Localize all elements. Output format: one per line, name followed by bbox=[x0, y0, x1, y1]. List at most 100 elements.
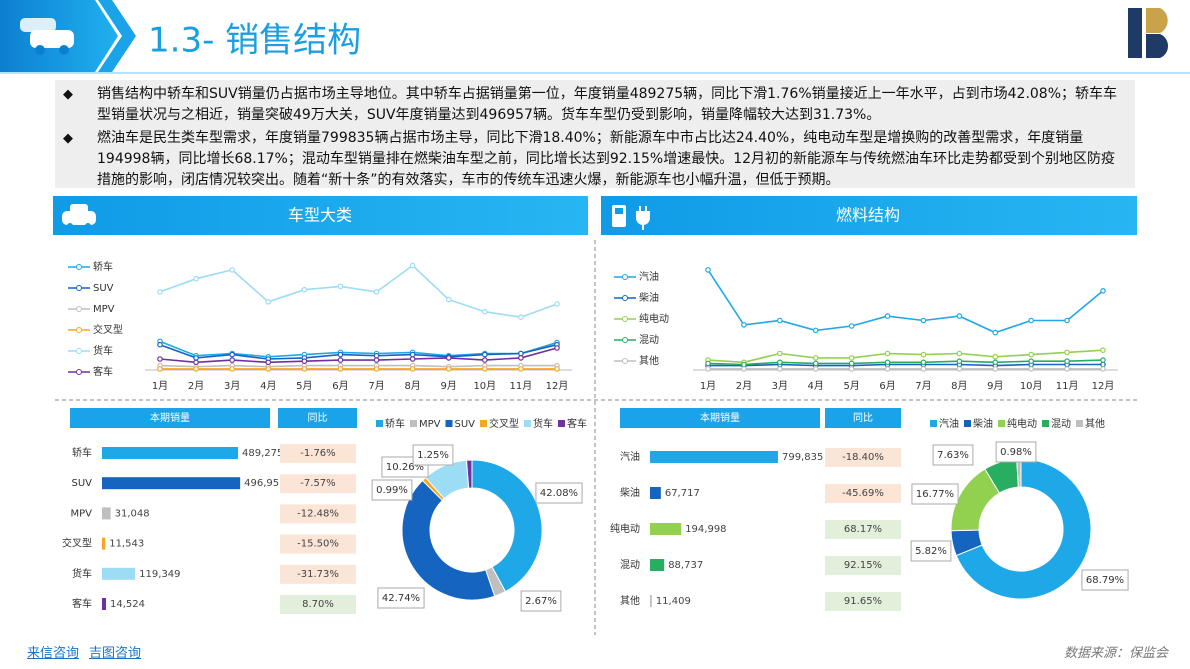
point bbox=[229, 267, 235, 273]
legend-marker bbox=[76, 264, 82, 270]
slice-label: 68.79% bbox=[1086, 575, 1124, 586]
x-tick-label: 3月 bbox=[224, 380, 240, 392]
value-label: 119,349 bbox=[139, 569, 180, 580]
legend-marker bbox=[76, 306, 82, 312]
point bbox=[1064, 366, 1070, 372]
legend-label: 货车 bbox=[93, 344, 113, 357]
point bbox=[1100, 287, 1106, 294]
point bbox=[992, 329, 999, 336]
point bbox=[777, 366, 783, 372]
footer-link[interactable]: 来信咨询 bbox=[27, 646, 80, 661]
series-line bbox=[708, 363, 1103, 367]
point bbox=[337, 283, 344, 290]
point bbox=[956, 358, 963, 365]
legend-swatch bbox=[558, 420, 566, 427]
point bbox=[157, 366, 163, 372]
legend-label: 货车 bbox=[533, 417, 553, 430]
yoy-cell bbox=[280, 534, 356, 554]
legend-marker bbox=[76, 327, 82, 333]
point bbox=[848, 355, 855, 361]
bullet: 销售结构中轿车和SUV销量仍占据市场主导地位。其中轿车占据销量第一位，年度销量4… bbox=[55, 84, 1135, 126]
point bbox=[229, 351, 235, 358]
bar bbox=[102, 537, 106, 550]
point bbox=[848, 366, 855, 372]
legend-swatch bbox=[376, 420, 383, 427]
point bbox=[1028, 358, 1034, 365]
point bbox=[956, 366, 963, 372]
x-tick-label: 9月 bbox=[987, 380, 1003, 392]
category-label: 轿车 bbox=[72, 446, 92, 459]
panel-title: 车型大类 bbox=[288, 206, 352, 225]
category-label: 汽油 bbox=[620, 450, 640, 463]
label-box bbox=[911, 483, 959, 505]
slice-label: 16.77% bbox=[916, 489, 954, 500]
x-tick-label: 2月 bbox=[188, 380, 204, 392]
legend-label: MPV bbox=[93, 304, 115, 315]
point bbox=[1064, 349, 1070, 356]
series-line bbox=[159, 340, 558, 358]
label-box bbox=[932, 444, 974, 466]
point bbox=[445, 296, 452, 303]
point bbox=[992, 353, 999, 360]
series-line bbox=[159, 364, 557, 368]
point bbox=[518, 350, 524, 357]
x-tick-label: 10月 bbox=[1020, 380, 1043, 392]
point bbox=[956, 313, 963, 319]
panel-header bbox=[53, 196, 588, 235]
value-label: 799,835 bbox=[782, 452, 823, 463]
legend-swatch bbox=[998, 420, 1005, 427]
series-line bbox=[159, 343, 558, 360]
point bbox=[482, 308, 488, 315]
point bbox=[409, 351, 416, 358]
column-header bbox=[825, 408, 901, 428]
label-box bbox=[412, 444, 454, 466]
yoy-cell bbox=[825, 520, 901, 539]
slice-label: 5.82% bbox=[915, 546, 947, 557]
point bbox=[1064, 317, 1070, 324]
yoy-cell bbox=[280, 444, 356, 463]
point bbox=[373, 352, 380, 359]
slice-label: 42.08% bbox=[540, 488, 578, 499]
series-line bbox=[707, 349, 1104, 364]
point bbox=[992, 359, 999, 366]
point bbox=[373, 289, 380, 295]
point bbox=[409, 356, 416, 362]
x-tick-label: 1月 bbox=[152, 380, 168, 392]
legend-marker bbox=[622, 316, 628, 322]
label-box bbox=[995, 441, 1037, 463]
category-label: 货车 bbox=[72, 567, 92, 580]
yoy-label: -12.48% bbox=[297, 508, 339, 519]
point bbox=[884, 350, 891, 357]
legend-label: 轿车 bbox=[93, 260, 113, 273]
point bbox=[884, 313, 891, 319]
legend-label: 轿车 bbox=[385, 417, 405, 430]
legend-marker bbox=[622, 295, 628, 301]
footer-link[interactable]: 吉图咨询 bbox=[89, 646, 142, 661]
legend-marker bbox=[76, 348, 82, 354]
bar bbox=[102, 567, 136, 580]
header-chevron bbox=[98, 0, 136, 72]
yoy-cell bbox=[280, 564, 356, 584]
logo bbox=[1128, 8, 1169, 58]
series-line bbox=[159, 347, 558, 364]
series-line bbox=[707, 359, 1104, 366]
data-source: 数据来源：保监会 bbox=[1063, 646, 1168, 661]
point bbox=[193, 355, 199, 361]
label-box bbox=[1081, 569, 1129, 591]
x-tick-label: 8月 bbox=[951, 380, 967, 392]
header-icon bbox=[20, 18, 74, 55]
point bbox=[373, 366, 380, 372]
point bbox=[848, 360, 855, 367]
legend-label: 纯电动 bbox=[1007, 417, 1037, 430]
legend-label: 汽油 bbox=[939, 417, 959, 430]
point bbox=[1028, 317, 1034, 324]
point bbox=[518, 355, 524, 361]
value-label: 489,275 bbox=[242, 448, 283, 459]
x-tick-label: 11月 bbox=[1056, 380, 1079, 392]
point bbox=[229, 366, 235, 372]
point bbox=[518, 366, 524, 372]
point bbox=[554, 366, 560, 372]
notes: 销售结构中轿车和SUV销量仍占据市场主导地位。其中轿车占据销量第一位，年度销量4… bbox=[55, 80, 1135, 188]
